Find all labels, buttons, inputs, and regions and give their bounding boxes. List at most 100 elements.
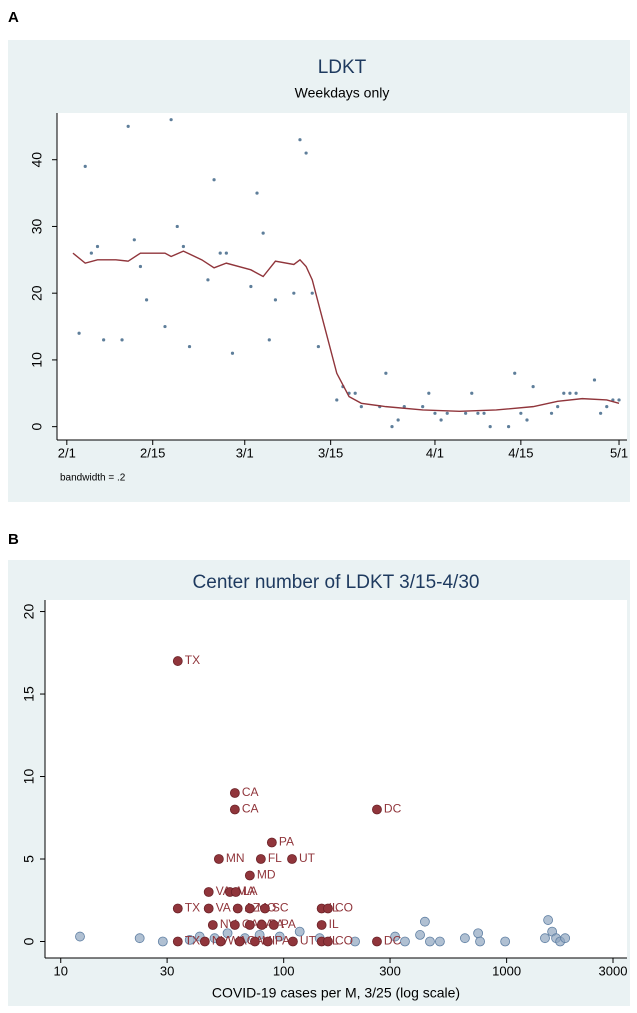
point: [427, 391, 431, 395]
point: [212, 178, 216, 182]
point: [232, 903, 243, 914]
point: [260, 903, 270, 914]
point: [531, 385, 535, 389]
chart-subtitle: Weekdays only: [295, 85, 390, 101]
point-label: PA: [279, 835, 294, 849]
x-tick-label: 100: [273, 963, 295, 978]
point: [605, 405, 609, 409]
point: [464, 411, 468, 415]
point: [574, 391, 578, 395]
x-tick-label: 3000: [599, 963, 628, 978]
point: [244, 903, 255, 914]
plot-area: [57, 113, 627, 440]
point: [255, 854, 266, 864]
point: [261, 231, 265, 235]
point-label: IL: [329, 901, 339, 915]
point: [75, 931, 85, 942]
point: [213, 854, 224, 864]
point-label: FL: [268, 851, 282, 865]
point-label: UT: [299, 851, 316, 865]
point: [323, 936, 333, 947]
point: [163, 324, 167, 329]
point: [126, 124, 130, 128]
y-tick-label: 20: [21, 604, 37, 620]
point-label: IL: [329, 917, 339, 931]
point: [172, 656, 183, 666]
point: [298, 138, 302, 142]
point: [500, 936, 511, 947]
y-tick-label: 30: [29, 218, 45, 234]
point: [475, 936, 485, 947]
point: [439, 418, 443, 422]
point: [254, 930, 265, 940]
point-label: CO: [335, 901, 353, 915]
point: [287, 854, 297, 864]
point: [384, 371, 388, 375]
point: [316, 344, 320, 349]
point: [229, 920, 240, 930]
y-tick-label: 0: [21, 937, 37, 945]
point: [250, 936, 260, 947]
point: [617, 398, 621, 402]
point: [433, 411, 437, 415]
y-tick-label: 15: [21, 686, 37, 702]
point-label: TX: [185, 653, 200, 667]
point: [568, 391, 572, 395]
point: [402, 405, 406, 409]
point: [470, 391, 474, 395]
point: [203, 903, 214, 914]
point: [138, 264, 143, 269]
point: [482, 411, 486, 415]
x-tick-label: 1000: [492, 963, 521, 978]
point: [157, 936, 168, 947]
y-tick-label: 0: [29, 423, 45, 431]
point-label: TX: [185, 901, 200, 915]
point: [556, 405, 560, 409]
point: [244, 870, 255, 881]
point: [304, 151, 308, 155]
x-tick-label: 5/1: [610, 445, 628, 460]
point: [506, 425, 511, 429]
point-label: MA: [237, 884, 255, 898]
point: [172, 936, 183, 947]
point: [255, 191, 259, 195]
point: [335, 398, 339, 402]
point: [83, 164, 87, 168]
point: [181, 244, 185, 249]
point: [420, 916, 430, 927]
point: [273, 298, 278, 302]
point: [525, 418, 529, 422]
point-label: UT: [300, 934, 317, 948]
point: [203, 887, 214, 897]
point: [230, 887, 241, 897]
point: [120, 338, 124, 342]
point-label: DC: [384, 802, 402, 816]
point: [473, 928, 484, 939]
x-tick-label: 2/1: [58, 445, 76, 460]
note: bandwidth = .2: [60, 473, 126, 484]
point-label: MD: [257, 868, 276, 882]
point: [215, 936, 226, 947]
point-label: CA: [242, 785, 259, 799]
point-label: LA: [243, 884, 258, 898]
point: [224, 251, 228, 255]
point: [292, 291, 296, 295]
x-tick-label: 3/15: [318, 445, 343, 460]
point: [274, 931, 285, 942]
y-tick-label: 20: [29, 285, 45, 301]
point: [218, 251, 222, 255]
point-label: PA: [275, 934, 290, 948]
point: [562, 391, 566, 395]
point: [359, 405, 363, 409]
point: [400, 936, 410, 947]
x-tick-label: 3/1: [236, 445, 254, 460]
point: [543, 915, 554, 925]
point: [134, 933, 145, 944]
point-label: VA: [216, 901, 231, 915]
point: [390, 931, 400, 942]
point: [262, 936, 273, 947]
chart-title: Center number of LDKT 3/15-4/30: [193, 572, 480, 593]
point: [222, 928, 233, 939]
point: [488, 425, 492, 429]
point: [207, 920, 218, 930]
